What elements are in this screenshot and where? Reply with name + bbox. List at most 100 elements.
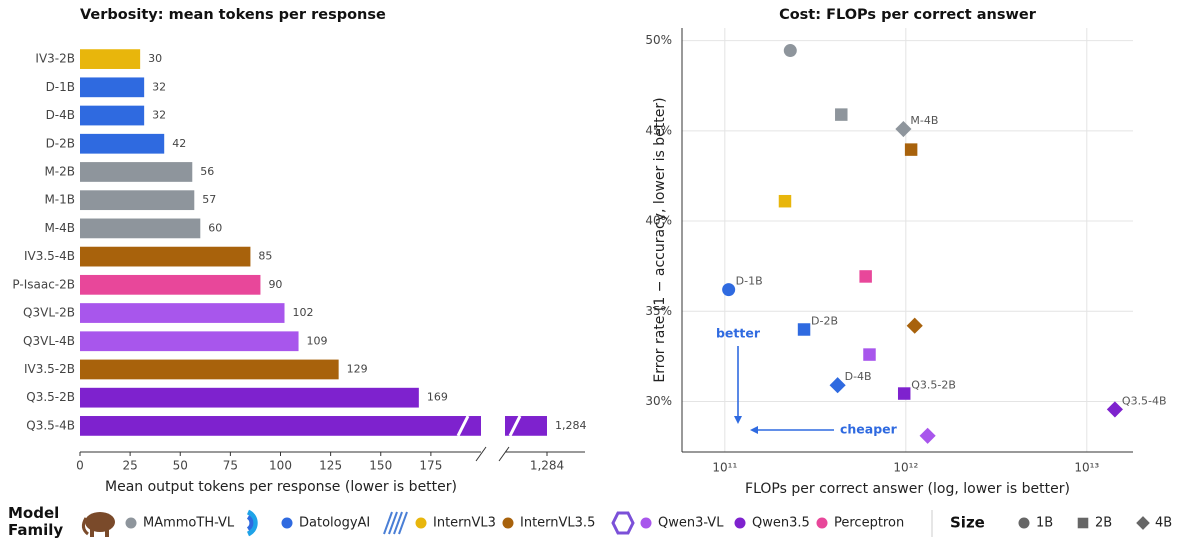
y-tick-label: D-2B (46, 136, 75, 150)
break-slash (508, 415, 522, 437)
legend-label: MAmmoTH-VL (143, 516, 235, 531)
legend-swatch (281, 517, 293, 529)
point (863, 348, 876, 361)
x-axis-label: FLOPs per correct answer (log, lower is … (745, 481, 1070, 497)
point (778, 194, 792, 208)
y-tick-label: Q3VL-4B (23, 334, 75, 348)
point-label: Q3.5-2B (911, 379, 956, 392)
y-tick-label: M-1B (44, 193, 75, 207)
bar-after-break (505, 416, 547, 436)
y-tick-label: IV3-2B (35, 52, 75, 66)
legend-label: Perceptron (834, 516, 904, 531)
bar (80, 162, 193, 182)
point-label: D-1B (736, 275, 763, 288)
legend-swatch (640, 517, 652, 529)
legend-label: 2B (1095, 516, 1112, 531)
x-axis-label: Mean output tokens per response (lower i… (105, 479, 457, 495)
point-label: Q3.5-4B (1122, 394, 1167, 407)
point-label: D-2B (811, 314, 838, 327)
bar (80, 190, 195, 211)
legend-swatch (125, 517, 137, 529)
legend-swatch (734, 517, 746, 529)
bar (80, 331, 299, 352)
value-label: 85 (258, 250, 272, 263)
y-axis-label: Error rate (1 − accuracy, lower is bette… (652, 97, 668, 382)
bar (80, 416, 481, 436)
x-tick-label: 175 (419, 459, 442, 473)
legend-label: DatologyAI (299, 516, 370, 531)
axis-break (475, 446, 487, 462)
value-label: 32 (152, 109, 166, 122)
point (919, 427, 936, 444)
value-label: 57 (202, 193, 216, 206)
value-label: 129 (347, 362, 368, 375)
x-tick-label: 25 (122, 459, 137, 473)
y-tick-label: 30% (645, 394, 672, 408)
y-tick-label: 50% (645, 33, 672, 47)
x-tick-label: 10¹³ (1074, 461, 1099, 475)
y-tick-label: D-1B (46, 80, 75, 94)
y-tick-label: P-Isaac-2B (12, 277, 75, 291)
y-tick-label: IV3.5-4B (24, 249, 75, 263)
legend-label: Qwen3.5 (752, 516, 810, 531)
legend-title: Size (950, 514, 985, 532)
logo-internvl (383, 511, 408, 535)
annotation: better (716, 326, 761, 341)
value-label: 30 (148, 52, 162, 65)
value-label: 102 (293, 306, 314, 319)
x-tick-label: 10¹² (893, 461, 918, 475)
value-label: 56 (200, 165, 214, 178)
value-label: 169 (427, 391, 448, 404)
y-tick-label: Q3VL-2B (23, 306, 75, 320)
bar (80, 246, 251, 267)
point (904, 143, 918, 156)
legend-swatch (1018, 517, 1030, 529)
x-tick-label: 0 (76, 459, 84, 473)
point (835, 108, 848, 121)
y-tick-label: 40% (645, 214, 672, 228)
bar (80, 49, 141, 69)
y-tick-label: D-4B (46, 108, 75, 122)
bar (80, 274, 261, 295)
logo-datology (246, 509, 258, 537)
y-tick-label: Q3.5-2B (26, 390, 75, 404)
x-tick-label: 125 (319, 459, 342, 473)
bar (80, 387, 419, 408)
x-tick-label: 50 (173, 459, 188, 473)
bar (80, 218, 201, 239)
legend-label: InternVL3 (433, 516, 496, 531)
y-tick-label: IV3.5-2B (24, 362, 75, 376)
x-tick-label: 100 (269, 459, 292, 473)
logo-mammoth (81, 512, 115, 537)
legend-label: InternVL3.5 (520, 516, 595, 531)
logo-qwen (611, 511, 635, 535)
point (895, 120, 912, 138)
legend-swatch (1077, 517, 1089, 529)
bar (80, 303, 285, 323)
legend-title: Model Family (8, 504, 64, 539)
arrow-head (734, 416, 742, 424)
chart-title: Verbosity: mean tokens per response (80, 7, 386, 23)
y-tick-label: Q3.5-4B (26, 418, 75, 432)
point (859, 270, 872, 283)
point (906, 317, 923, 334)
value-label: 1,284 (555, 419, 587, 432)
legend-swatch (816, 517, 828, 529)
value-label: 42 (172, 137, 186, 150)
point (829, 377, 846, 394)
chart-title: Cost: FLOPs per correct answer (779, 7, 1037, 23)
legend-label: 4B (1155, 516, 1172, 531)
point (1106, 401, 1123, 418)
point-label: M-4B (910, 114, 938, 127)
y-tick-label: M-2B (44, 164, 75, 178)
value-label: 32 (152, 80, 166, 93)
bar (80, 359, 339, 380)
legend-swatch (415, 517, 427, 529)
legend-swatch (502, 517, 514, 529)
legend-label: 1B (1036, 516, 1053, 531)
arrow-head (750, 426, 758, 434)
point (897, 387, 911, 400)
value-label: 109 (307, 334, 328, 347)
